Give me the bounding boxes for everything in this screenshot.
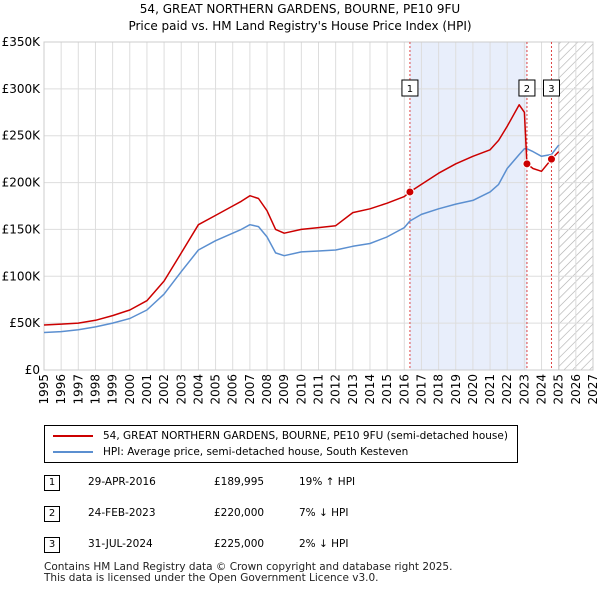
hpi-line [43, 144, 560, 334]
sale-point [522, 159, 532, 169]
footer-license: This data is licensed under the Open Gov… [44, 572, 379, 584]
y-tick-label: £300K [2, 82, 42, 96]
x-tick-label: 2011 [312, 374, 326, 405]
y-tick-label: £150K [2, 222, 42, 236]
sale-label: 2 [524, 84, 530, 95]
transaction-date: 31-JUL-2024 [88, 538, 153, 550]
x-tick-label: 2015 [380, 374, 394, 405]
x-tick-label: 2026 [569, 374, 583, 405]
x-tick-label: 2014 [363, 374, 377, 405]
chart-title: 54, GREAT NORTHERN GARDENS, BOURNE, PE10… [139, 2, 461, 16]
x-tick-label: 2020 [466, 374, 480, 405]
x-tick-label: 1997 [71, 374, 85, 405]
x-tick-label: 2006 [226, 374, 240, 405]
legend-item-hpi: HPI: Average price, semi-detached house,… [53, 444, 408, 460]
y-tick-label: £0 [25, 363, 40, 377]
y-tick-label: £200K [2, 176, 42, 190]
x-tick-label: 2023 [517, 374, 531, 405]
x-tick-label: 2022 [500, 374, 514, 405]
x-tick-label: 2016 [397, 374, 411, 405]
x-tick-label: 2012 [329, 374, 343, 405]
legend-item-property: 54, GREAT NORTHERN GARDENS, BOURNE, PE10… [53, 428, 508, 444]
transaction-marker: 2 [44, 506, 60, 522]
legend-label-hpi: HPI: Average price, semi-detached house,… [103, 446, 409, 458]
transaction-hpi: 7% ↓ HPI [299, 507, 349, 519]
transaction-marker: 1 [44, 475, 60, 491]
x-tick-label: 2009 [277, 374, 291, 405]
y-tick-label: £350K [2, 35, 42, 49]
x-tick-label: 1998 [88, 374, 102, 405]
property-price-line [43, 104, 560, 326]
y-tick-label: £100K [2, 269, 42, 283]
legend: 54, GREAT NORTHERN GARDENS, BOURNE, PE10… [44, 425, 518, 463]
x-tick-label: 1999 [106, 374, 120, 405]
plot-frame [43, 41, 594, 371]
footer-copyright: Contains HM Land Registry data © Crown c… [44, 561, 453, 573]
sale-label: 3 [548, 84, 554, 95]
x-tick-label: 1995 [37, 374, 51, 405]
sale-label: 1 [407, 84, 413, 95]
legend-swatch-property [53, 435, 93, 437]
y-tick-label: £250K [2, 129, 42, 143]
transaction-date: 24-FEB-2023 [88, 507, 156, 519]
x-tick-label: 2019 [449, 374, 463, 405]
legend-label-property: 54, GREAT NORTHERN GARDENS, BOURNE, PE10… [103, 430, 508, 442]
y-tick-label: £50K [9, 316, 41, 330]
transaction-price: £220,000 [214, 507, 265, 519]
x-tick-label: 2008 [260, 374, 274, 405]
transaction-date: 29-APR-2016 [88, 476, 156, 488]
x-tick-label: 2018 [432, 374, 446, 405]
x-tick-label: 1996 [54, 374, 68, 405]
x-tick-label: 2021 [483, 374, 497, 405]
legend-swatch-hpi [53, 451, 93, 453]
transaction-marker: 3 [44, 537, 60, 553]
sale-label-box [542, 79, 560, 97]
x-tick-label: 2005 [209, 374, 223, 405]
transaction-hpi: 2% ↓ HPI [299, 538, 349, 550]
x-tick-label: 2000 [123, 374, 137, 405]
x-tick-label: 2007 [243, 374, 257, 405]
x-tick-label: 2010 [294, 374, 308, 405]
x-tick-label: 2027 [586, 374, 600, 405]
price-chart: £0 £50K £100K £150K £200K £250K £300K £350K 1995… [2, 35, 600, 405]
sale-label-box [401, 79, 419, 97]
sale-label-box [518, 79, 536, 97]
sale-point [546, 154, 556, 164]
chart-subtitle: Price paid vs. HM Land Registry's House … [128, 19, 472, 33]
x-tick-label: 2003 [174, 374, 188, 405]
x-tick-label: 2025 [552, 374, 566, 405]
highlight-band [409, 42, 527, 370]
x-tick-label: 2013 [346, 374, 360, 405]
x-tick-label: 2017 [414, 374, 428, 405]
x-tick-label: 2024 [535, 374, 549, 405]
sale-point [405, 187, 415, 197]
transaction-price: £189,995 [214, 476, 265, 488]
x-tick-label: 2004 [191, 374, 205, 405]
x-tick-label: 2001 [140, 374, 154, 405]
x-tick-label: 2002 [157, 374, 171, 405]
transaction-hpi: 19% ↑ HPI [299, 476, 356, 488]
transaction-price: £225,000 [214, 538, 265, 550]
